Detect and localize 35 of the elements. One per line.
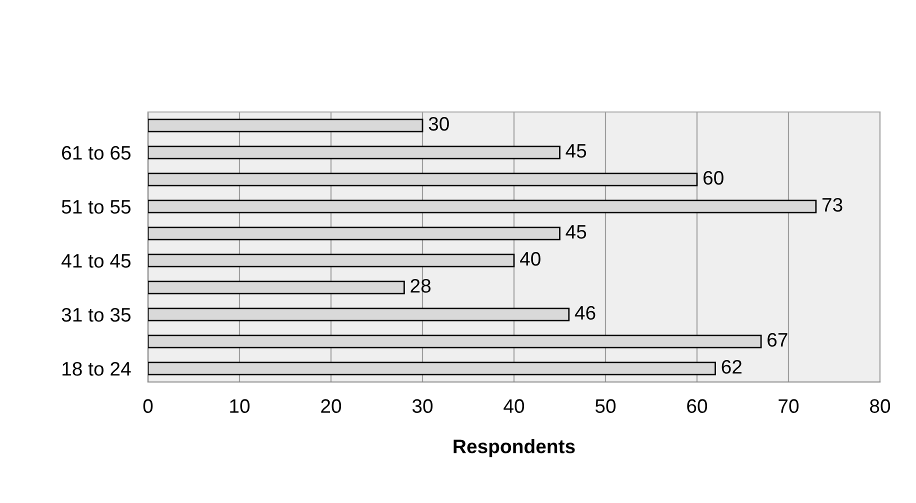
x-tick-label: 60 (687, 399, 708, 413)
x-tick-label: 20 (321, 399, 342, 413)
data-label: 73 (822, 198, 842, 212)
data-label: 62 (722, 360, 742, 374)
y-tick-label: 61 to 65 (62, 146, 131, 160)
x-tick-label: 40 (504, 399, 524, 413)
y-tick-label: 51 to 55 (62, 200, 131, 214)
bar (148, 334, 762, 348)
bar (148, 200, 817, 214)
data-label: 46 (574, 306, 596, 320)
data-label: 28 (410, 278, 431, 293)
data-label: 45 (566, 144, 586, 158)
x-axis-title: Respondents (454, 439, 575, 458)
x-tick-label: 50 (595, 399, 616, 413)
data-label: 30 (428, 116, 449, 131)
bar (148, 362, 716, 376)
x-tick-label: 80 (870, 399, 890, 413)
bar (148, 118, 424, 132)
bar (148, 308, 570, 322)
data-label: 40 (520, 252, 540, 266)
x-tick-label: 30 (412, 399, 433, 413)
y-tick-label: 41 to 45 (62, 254, 131, 268)
bar (148, 226, 560, 240)
bar (148, 280, 405, 294)
bar (148, 254, 515, 268)
x-tick-label: 10 (230, 399, 250, 413)
y-tick-label: 18 to 24 (62, 362, 131, 376)
x-tick-label: 70 (778, 399, 799, 413)
data-label: 60 (704, 170, 724, 185)
y-tick-label: 31 to 35 (62, 308, 131, 322)
bar (148, 172, 698, 186)
data-label: 67 (768, 332, 788, 347)
data-label: 45 (566, 225, 586, 239)
bar (148, 146, 560, 160)
x-tick-label: 0 (143, 399, 153, 413)
